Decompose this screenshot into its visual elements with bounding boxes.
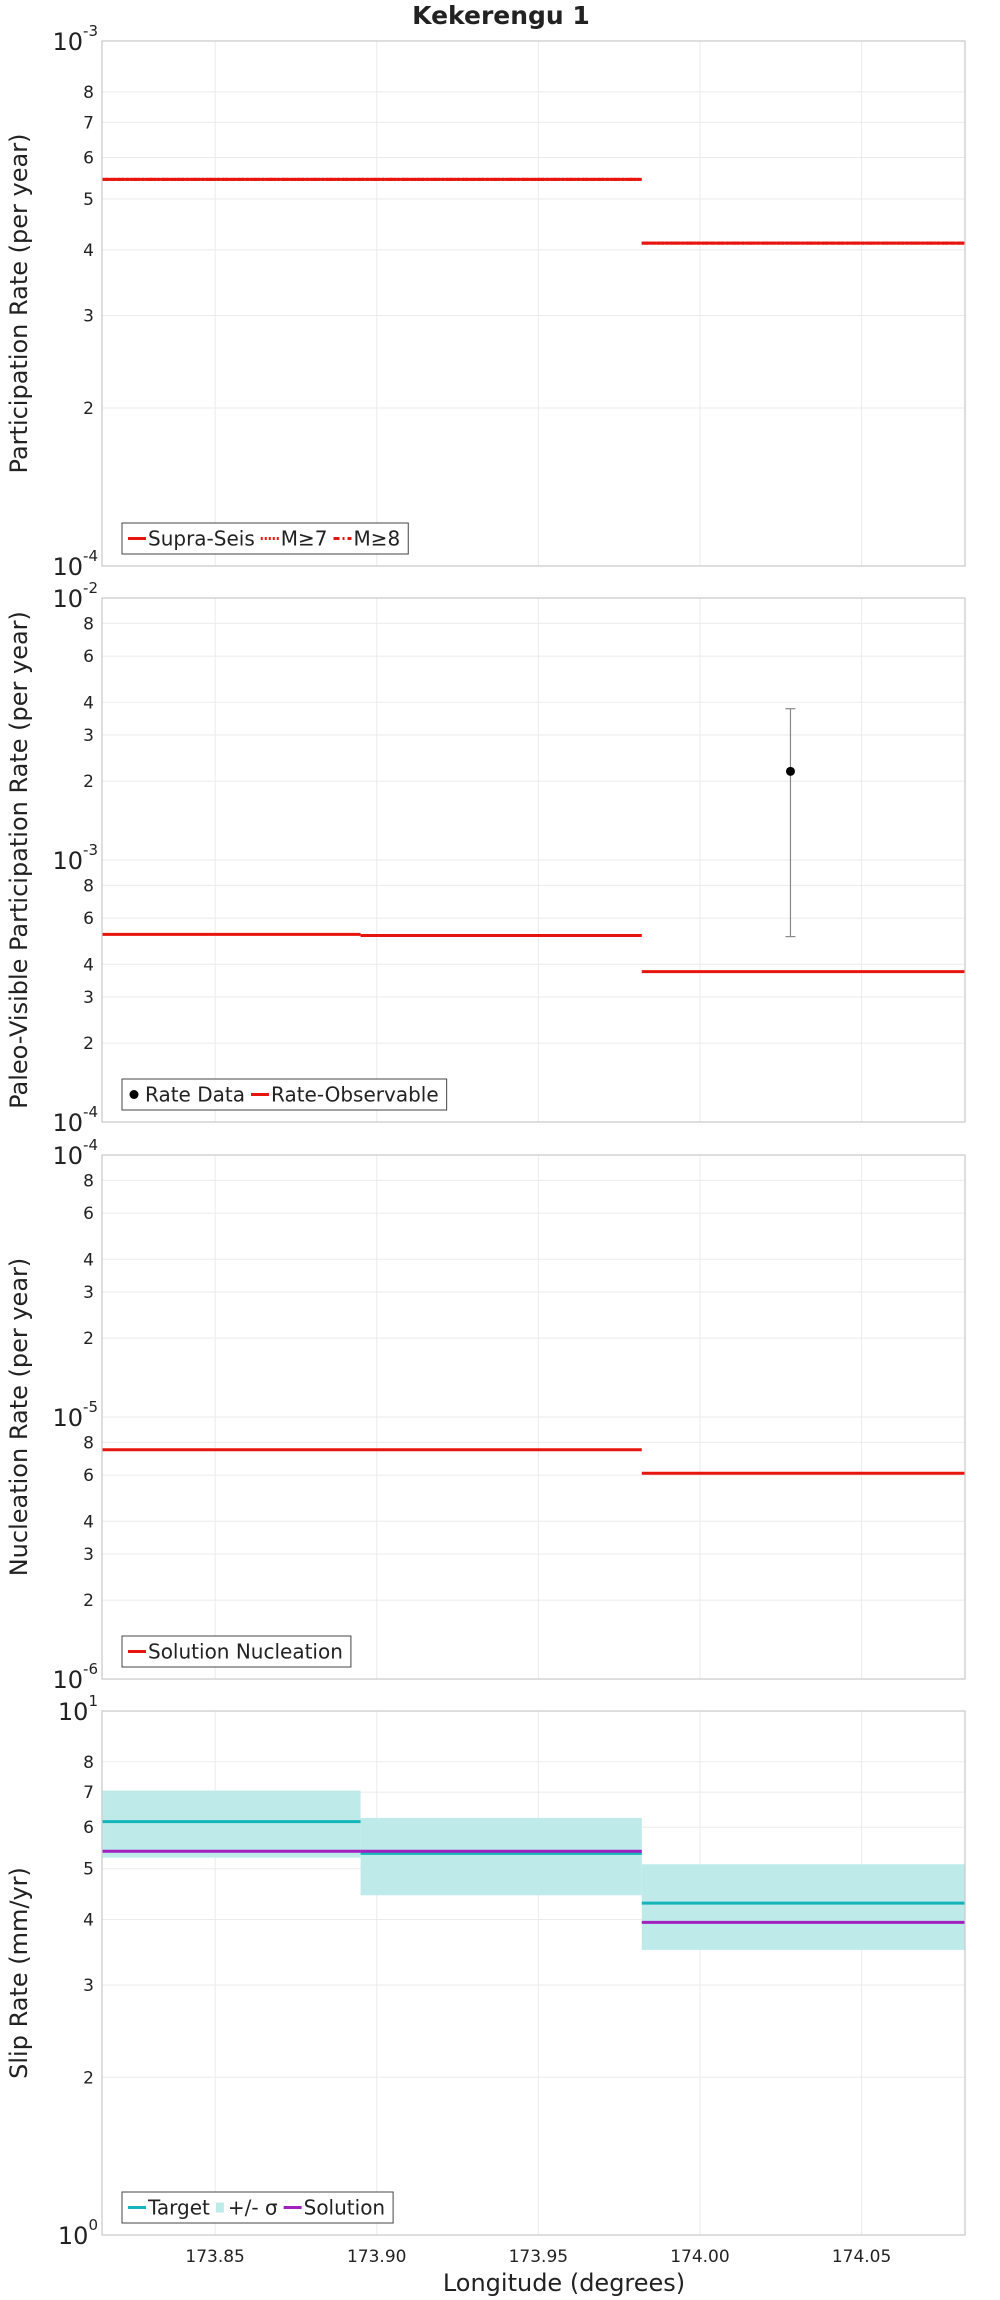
panel-participation-rate: 10-3 10-4 8 7 6 5 4 3 2 Participation Rate (per y… [5, 22, 966, 581]
legend-box [121, 2191, 394, 2224]
band-segment [102, 1790, 361, 1858]
y-tick-label: 7 [83, 113, 94, 133]
y-tick-label: 6 [83, 647, 94, 667]
y-axis-title: Slip Rate (mm/yr) [5, 1867, 33, 2079]
x-tick-label: 174.05 [832, 2247, 891, 2267]
plot-area [102, 1711, 965, 2235]
legend-label: Rate-Observable [271, 1083, 439, 1107]
y-tick-label: 3 [83, 1283, 94, 1303]
y-tick-label: 4 [83, 241, 94, 261]
legend-label: M≥8 [354, 527, 401, 551]
y-tick-label: 6 [83, 1466, 94, 1486]
legend-label: Supra-Seis [148, 527, 255, 551]
plot-frame [101, 1710, 966, 2236]
panel-paleo-visible-participation-rate: 10-2 10-3 10-4 8 6 4 3 2 8 6 4 3 2 Paleo-Visible Part… [5, 579, 966, 1137]
y-tick-label: 2 [83, 1329, 94, 1349]
plot-frame [101, 597, 966, 1123]
legend-label: M≥7 [281, 527, 328, 551]
y-axis-title: Participation Rate (per year) [5, 134, 33, 474]
legend: Rate Data Rate-Observable [121, 1078, 448, 1111]
y-tick-label: 2 [83, 1591, 94, 1611]
plot-area [102, 41, 965, 566]
y-tick-label: 10-4 [52, 547, 98, 581]
y-tick-label: 10-2 [52, 579, 98, 613]
x-tick-label: 174.00 [670, 2247, 729, 2267]
y-tick-label: 6 [83, 909, 94, 929]
y-tick-label: 8 [83, 83, 94, 103]
legend-label: Rate Data [145, 1083, 245, 1107]
legend-box [121, 522, 409, 555]
y-tick-label: 101 [58, 1692, 98, 1726]
y-tick-label: 10-3 [52, 22, 98, 56]
y-tick-label: 100 [58, 2216, 98, 2250]
y-tick-label: 5 [83, 190, 94, 210]
panel-slip-rate: 101 100 8 7 6 5 4 3 2 173.85 173.90 173.95 174.00 174… [5, 1692, 966, 2267]
y-tick-label: 10-3 [52, 841, 98, 875]
y-tick-label: 7 [83, 1783, 94, 1803]
y-tick-label: 8 [83, 1753, 94, 1773]
y-tick-label: 4 [83, 1250, 94, 1270]
y-tick-label: 10-6 [52, 1660, 98, 1694]
y-tick-label: 10-5 [52, 1398, 98, 1432]
y-tick-label: 2 [83, 772, 94, 792]
legend: Supra-Seis M≥7 M≥8 [121, 522, 409, 555]
legend-symbol-band [215, 2202, 224, 2213]
y-tick-label: 3 [83, 988, 94, 1008]
y-tick-label: 6 [83, 148, 94, 168]
y-tick-label: 10-4 [52, 1103, 98, 1137]
y-tick-label: 2 [83, 2068, 94, 2088]
legend-symbol-dot [129, 1090, 139, 1099]
y-tick-label: 10-4 [52, 1136, 98, 1170]
y-tick-label: 4 [83, 1512, 94, 1532]
legend: Solution Nucleation [121, 1635, 352, 1668]
y-tick-label: 8 [83, 876, 94, 896]
y-tick-label: 8 [83, 614, 94, 634]
y-tick-label: 4 [83, 955, 94, 975]
y-tick-label: 6 [83, 1818, 94, 1838]
legend-label: Solution [304, 2196, 385, 2220]
y-tick-label: 8 [83, 1433, 94, 1453]
y-tick-label: 4 [83, 1911, 94, 1931]
y-axis-title: Paleo-Visible Participation Rate (per ye… [5, 611, 33, 1109]
y-tick-label: 2 [83, 399, 94, 419]
legend-label: +/- σ [228, 2196, 278, 2220]
x-tick-label: 173.95 [509, 2247, 568, 2267]
y-tick-label: 3 [83, 1976, 94, 1996]
plot-frame [101, 40, 966, 567]
panel-nucleation-rate: 10-4 10-5 10-6 8 6 4 3 2 8 6 4 3 2 Nucleation Rate (p… [5, 1136, 966, 1694]
x-tick-label: 173.85 [185, 2247, 244, 2267]
legend-label: Solution Nucleation [148, 1640, 343, 1664]
data-point [785, 766, 795, 776]
chart-title: Kekerengu 1 [412, 1, 590, 30]
y-tick-label: 8 [83, 1171, 94, 1191]
plot-frame [101, 1154, 966, 1680]
legend-box [121, 1635, 352, 1668]
y-tick-label: 3 [83, 1545, 94, 1565]
y-tick-label: 3 [83, 307, 94, 327]
y-tick-label: 6 [83, 1204, 94, 1224]
y-axis-title: Nucleation Rate (per year) [5, 1258, 33, 1577]
legend-label: Target [147, 2196, 210, 2220]
x-axis-title: Longitude (degrees) [443, 2269, 685, 2297]
x-tick-label: 173.90 [347, 2247, 406, 2267]
legend: Target +/- σ Solution [121, 2191, 394, 2224]
y-tick-label: 4 [83, 693, 94, 713]
y-tick-label: 3 [83, 726, 94, 746]
band-segment [641, 1864, 965, 1950]
y-tick-label: 2 [83, 1034, 94, 1054]
band-segment [360, 1817, 642, 1896]
legend-box [121, 1078, 448, 1111]
y-tick-label: 5 [83, 1860, 94, 1880]
